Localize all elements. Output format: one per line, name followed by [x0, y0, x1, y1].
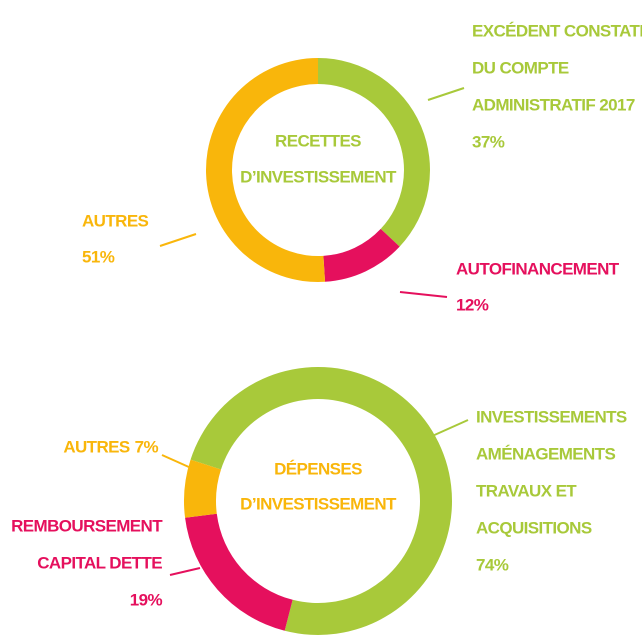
- leader-line: [399, 291, 448, 298]
- leader-line: [169, 567, 201, 576]
- label-line: AUTRES: [63, 437, 130, 456]
- label-line: ACQUISITIONS: [476, 518, 592, 537]
- chart-title: D’INVESTISSEMENT: [240, 494, 397, 513]
- label-line: ADMINISTRATIF 2017: [472, 95, 635, 114]
- label-line: EXCÉDENT CONSTATÉ: [472, 21, 642, 40]
- donut-segment: [205, 58, 326, 282]
- label-line: AUTRES: [82, 211, 149, 230]
- label-line: AMÉNAGEMENTS: [476, 444, 615, 463]
- donut-segment: [318, 58, 431, 247]
- label-line: CAPITAL DETTE: [37, 553, 162, 572]
- leader-line: [427, 87, 465, 101]
- value-label: 74%: [476, 555, 509, 574]
- value-label: 37%: [472, 132, 505, 151]
- label-line: DU COMPTE: [472, 58, 569, 77]
- leader-line: [429, 419, 469, 438]
- label-line: REMBOURSEMENT: [11, 516, 163, 535]
- chart-title: D’INVESTISSEMENT: [240, 167, 397, 186]
- chart-title: RECETTES: [275, 131, 361, 150]
- label-line: INVESTISSEMENTS: [476, 407, 627, 426]
- value-label: 12%: [456, 295, 489, 314]
- leader-line: [161, 454, 201, 473]
- value-label: 51%: [82, 247, 115, 266]
- chart-title: DÉPENSES: [274, 459, 362, 478]
- donut-segment: [323, 228, 400, 282]
- donut-segment: [185, 513, 293, 631]
- value-label: 19%: [130, 590, 163, 609]
- donut-segment: [183, 459, 221, 518]
- leader-line: [159, 233, 197, 247]
- label-line: TRAVAUX ET: [476, 481, 577, 500]
- value-label: 7%: [135, 437, 159, 456]
- label-line: AUTOFINANCEMENT: [456, 259, 620, 278]
